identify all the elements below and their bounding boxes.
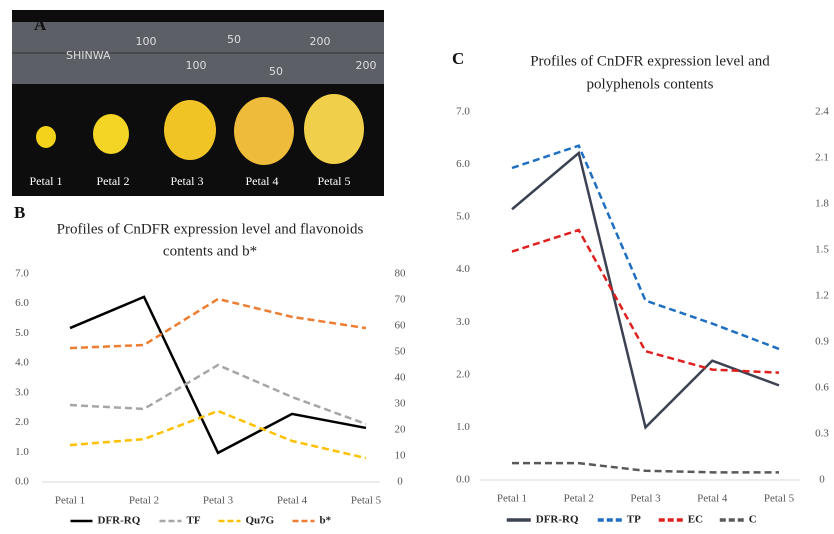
petal-label: Petal 5 [318,174,351,188]
legend-label: C [749,514,757,526]
y2-tick-label: 0.6 [815,382,829,394]
series-line [70,365,366,424]
chart-title: contents and b* [163,243,257,259]
y2-tick-label: 0 [397,476,403,488]
x-tick-label: Petal 1 [55,495,85,507]
series-line [512,153,779,427]
petal-image [234,97,294,165]
petal-image [164,100,216,160]
x-tick-label: Petal 3 [203,495,234,507]
petal-label: Petal 4 [246,174,279,188]
y2-tick-label: 20 [395,424,407,436]
y-tick-label: 6.0 [15,297,29,309]
y-tick-label: 6.0 [456,158,470,170]
panel-label: B [14,203,25,222]
legend-label: Qu7G [246,515,275,527]
x-tick-label: Petal 3 [630,493,661,505]
panel-label: C [452,49,464,68]
legend-label: b* [320,515,332,527]
y-tick-label: 1.0 [15,446,29,458]
y2-tick-label: 60 [395,320,407,332]
y2-tick-label: 2.1 [815,152,829,164]
y-tick-label: 5.0 [15,327,29,339]
y-tick-label: 5.0 [456,211,470,223]
y-tick-label: 0.0 [456,474,470,486]
y-tick-label: 4.0 [456,263,470,275]
legend-label: TF [187,515,201,527]
y2-tick-label: 0 [819,474,825,486]
y-tick-label: 2.0 [456,368,470,380]
panel-label: A [34,15,47,34]
ruler-label: 200 [310,35,331,48]
legend-label: EC [688,514,703,526]
legend-label: DFR-RQ [536,514,579,526]
y-tick-label: 4.0 [15,357,29,369]
legend-label: TP [627,514,641,526]
y2-tick-label: 1.5 [815,244,829,256]
y2-tick-label: 30 [395,398,407,410]
ruler-label: 200 [356,59,377,72]
chart-title: Profiles of CnDFR expression level and f… [57,221,364,237]
y-tick-label: 7.0 [15,268,29,280]
y-tick-label: 3.0 [15,386,29,398]
y2-tick-label: 70 [395,294,407,306]
ruler-label: 100 [186,59,207,72]
series-line [512,463,779,472]
legend-label: DFR-RQ [98,515,141,527]
y2-tick-label: 0.3 [815,428,829,440]
petal-image [304,94,364,164]
chart-title: Profiles of CnDFR expression level and [530,53,770,69]
y-tick-label: 2.0 [15,416,29,428]
ruler-label: 50 [227,33,241,46]
series-line [70,299,366,348]
y2-tick-label: 2.4 [815,106,829,118]
ruler-label: 100 [136,35,157,48]
y2-tick-label: 1.2 [815,290,829,302]
y2-tick-label: 40 [395,372,407,384]
y-tick-label: 7.0 [456,106,470,118]
y-tick-label: 3.0 [456,316,470,328]
ruler-label: 50 [269,65,283,78]
petal-label: Petal 2 [97,174,130,188]
y2-tick-label: 0.9 [815,336,829,348]
x-tick-label: Petal 4 [697,493,728,505]
series-line [512,230,779,373]
y-tick-label: 0.0 [15,476,29,488]
petal-image [93,114,129,154]
y-tick-label: 1.0 [456,421,470,433]
figure: A SHINWA 1005020010050200Petal 1Petal 2P… [0,0,834,534]
x-tick-label: Petal 5 [764,493,795,505]
y2-tick-label: 50 [395,346,407,358]
x-tick-label: Petal 5 [351,495,382,507]
petal-image [36,126,56,148]
brand: SHINWA [66,49,111,62]
petal-label: Petal 1 [30,174,63,188]
x-tick-label: Petal 2 [564,493,594,505]
x-tick-label: Petal 4 [277,495,308,507]
petal-label: Petal 3 [171,174,204,188]
chart-title: polyphenols contents [586,76,713,92]
x-tick-label: Petal 2 [129,495,159,507]
y2-tick-label: 1.8 [815,198,829,210]
x-tick-label: Petal 1 [497,493,527,505]
y2-tick-label: 10 [395,450,407,462]
y2-tick-label: 80 [395,268,407,280]
